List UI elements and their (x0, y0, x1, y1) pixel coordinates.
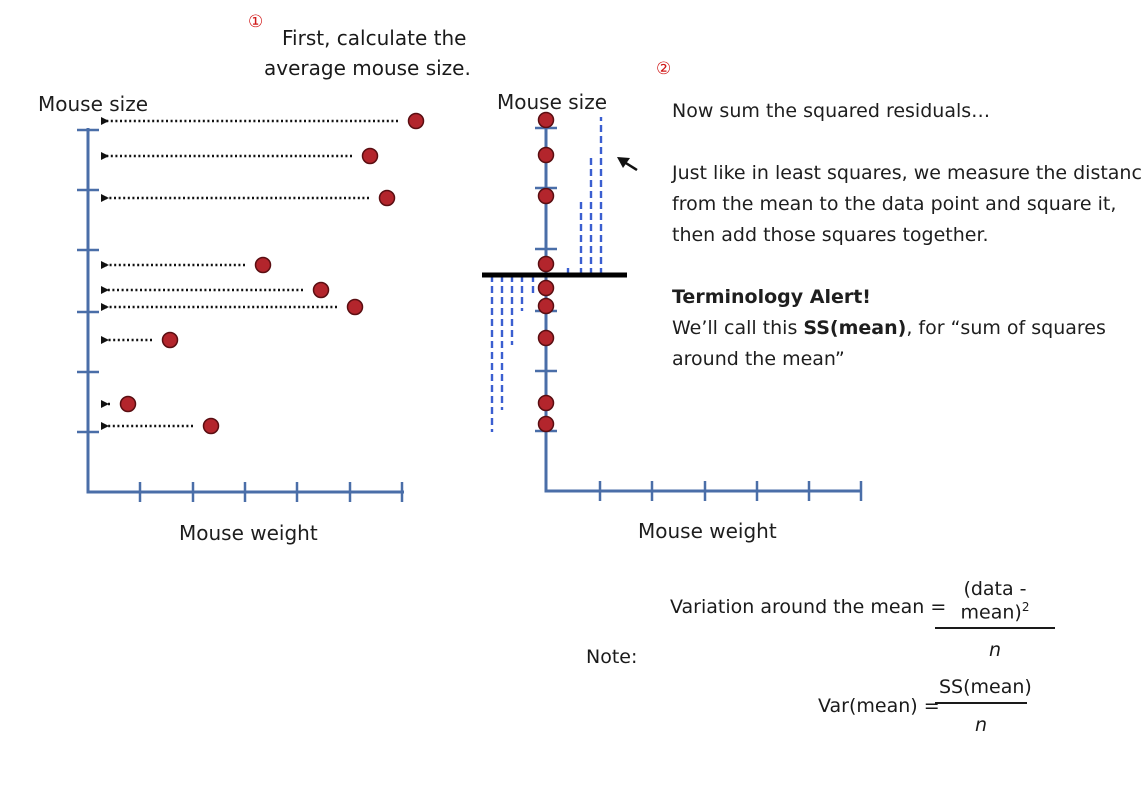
left-data-point-5 (312, 281, 330, 299)
terminology-alert-title: Terminology Alert! (672, 286, 871, 308)
explanation-paragraph: Just like in least squares, we measure t… (672, 158, 1141, 251)
left-y-axis-label: Mouse size (38, 92, 149, 116)
var-mean-fraction-bar (935, 702, 1027, 704)
residuals-heading: Now sum the squared residuals… (672, 100, 991, 122)
right-data-point-5 (537, 279, 555, 297)
left-data-point-7 (161, 331, 179, 349)
var-mean-fraction: SS(mean) n (935, 676, 1032, 736)
note-label: Note: (586, 646, 638, 668)
left-chart (77, 112, 425, 502)
terminology-alert: Terminology Alert! We’ll call this SS(me… (672, 282, 1106, 375)
right-chart (482, 111, 863, 501)
right-data-point-9 (537, 415, 555, 433)
variation-fraction: (data - mean)2 n (935, 578, 1055, 661)
variation-numerator-text: (data - mean) (960, 578, 1027, 624)
var-mean-label: Var(mean) = (818, 695, 940, 717)
right-data-point-1 (537, 111, 555, 129)
right-data-point-2 (537, 146, 555, 164)
left-data-point-8 (119, 395, 137, 413)
explanation-line-2: from the mean to the data point and squa… (672, 193, 1117, 215)
terminology-alert-line2: around the mean” (672, 348, 845, 370)
var-mean-numerator: SS(mean) (939, 676, 1032, 698)
variation-numerator: (data - mean)2 (935, 578, 1055, 627)
left-data-point-2 (361, 147, 379, 165)
step-2-marker: ② (656, 59, 672, 79)
left-x-axis-label: Mouse weight (179, 521, 318, 545)
right-data-point-7 (537, 329, 555, 347)
step-1-caption-line1: First, calculate the (282, 26, 467, 50)
explanation-line-1: Just like in least squares, we measure t… (672, 162, 1141, 184)
step-1-marker: ① (248, 12, 264, 32)
right-y-axis-label: Mouse size (497, 90, 608, 114)
left-data-point-6 (346, 298, 364, 316)
right-data-point-6 (537, 297, 555, 315)
step-1-caption-line2: average mouse size. (264, 56, 471, 80)
left-data-point-4 (254, 256, 272, 274)
var-mean-denominator: n (974, 714, 988, 736)
left-data-point-3 (378, 189, 396, 207)
right-data-point-4 (537, 255, 555, 273)
variation-fraction-bar (935, 627, 1055, 630)
alert-text-post: , for “sum of squares (906, 317, 1106, 339)
variation-exponent: 2 (1021, 600, 1030, 614)
explanation-line-3: then add those squares together. (672, 224, 989, 246)
right-data-point-3 (537, 187, 555, 205)
right-data-point-8 (537, 394, 555, 412)
alert-text-pre: We’ll call this (672, 317, 804, 339)
variation-denominator: n (988, 639, 1002, 662)
right-x-axis-label: Mouse weight (638, 519, 777, 543)
variation-formula-label: Variation around the mean = (670, 596, 947, 618)
ss-mean-term: SS(mean) (803, 317, 907, 339)
left-data-point-1 (407, 112, 425, 130)
terminology-alert-line1: We’ll call this SS(mean), for “sum of sq… (672, 313, 1106, 344)
pointer-arrow-icon (617, 157, 638, 172)
left-data-point-9 (202, 417, 220, 435)
